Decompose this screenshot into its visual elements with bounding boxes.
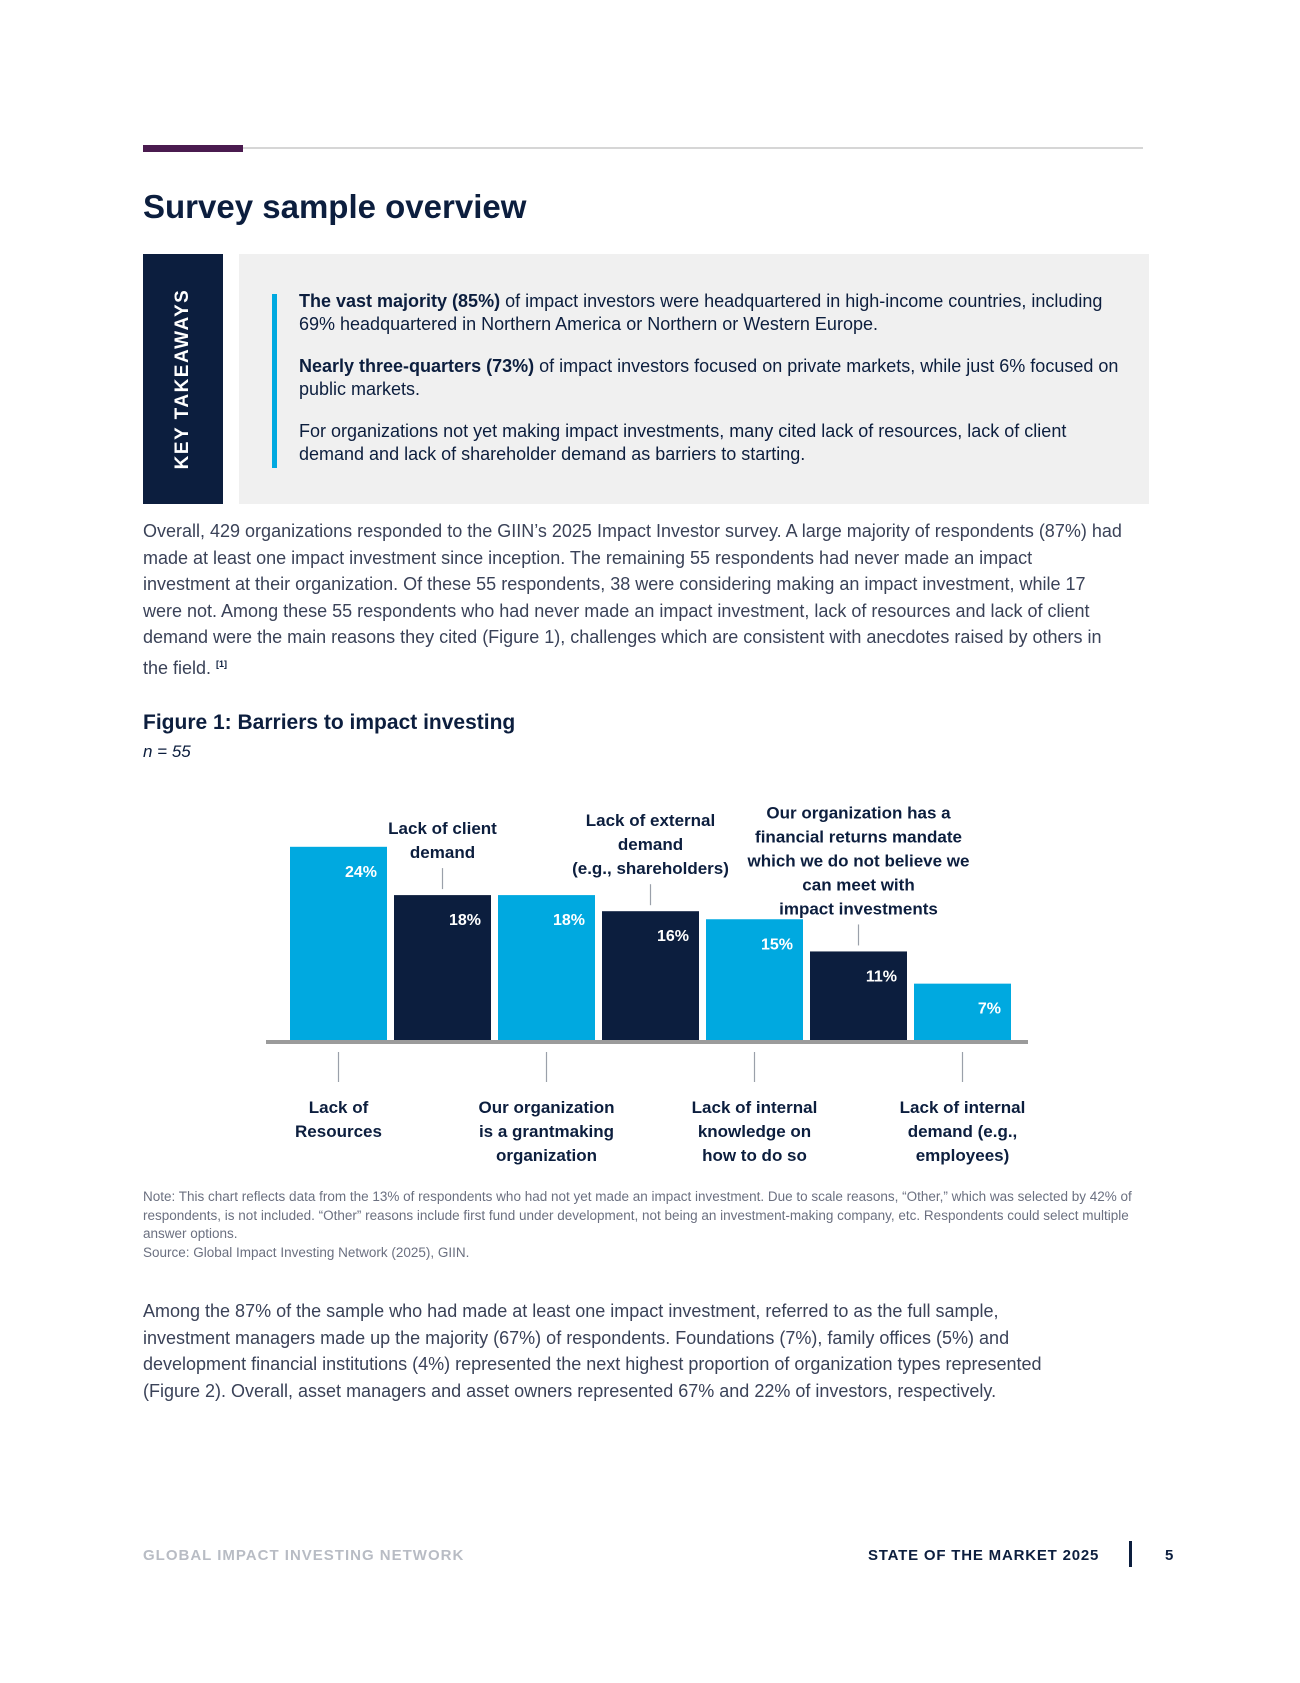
category-label-2: Lack of client	[388, 819, 497, 838]
value-label-2: 18%	[449, 912, 481, 929]
key-takeaways-sidebar: KEY TAKEAWAYS	[143, 254, 223, 504]
category-label-2: demand	[410, 843, 475, 862]
category-label-5: how to do so	[702, 1146, 807, 1165]
body-paragraph: Among the 87% of the sample who had made…	[143, 1301, 1042, 1401]
takeaway-lead: Nearly three-quarters (73%)	[299, 356, 535, 376]
bar-5	[706, 919, 803, 1040]
category-label-1: Resources	[295, 1122, 382, 1141]
category-label-4: demand	[618, 835, 683, 854]
category-label-4: Lack of external	[586, 811, 715, 830]
category-label-6: which we do not believe we	[747, 851, 970, 870]
figure-title: Figure 1: Barriers to impact investing	[143, 711, 516, 734]
takeaway-item: For organizations not yet making impact …	[299, 420, 1119, 466]
category-label-6: Our organization has a	[766, 803, 951, 822]
category-label-5: knowledge on	[698, 1122, 811, 1141]
value-label-7: 7%	[978, 1001, 1001, 1018]
note-source: Source: Global Impact Investing Network …	[143, 1244, 470, 1260]
key-takeaways-accent-bar	[272, 294, 277, 468]
intro-paragraph: Overall, 429 organizations responded to …	[143, 518, 1123, 681]
takeaway-text: of impact investors were headquartered i…	[299, 291, 1103, 334]
category-label-6: impact investments	[779, 899, 938, 918]
bar-7	[914, 983, 1011, 1040]
value-label-5: 15%	[761, 936, 793, 953]
bar-3	[498, 895, 595, 1040]
footer-separator	[1129, 1541, 1132, 1567]
figure-sample-size: n = 55	[143, 742, 191, 761]
category-label-3: organization	[496, 1146, 597, 1165]
footer-org: GLOBAL IMPACT INVESTING NETWORK	[143, 1547, 465, 1564]
key-takeaways-list: The vast majority (85%) of impact invest…	[299, 290, 1119, 485]
category-label-3: Our organization	[479, 1098, 615, 1117]
bar-4	[602, 911, 699, 1040]
category-label-7: Lack of internal	[900, 1098, 1026, 1117]
top-rule	[143, 147, 1143, 149]
bar-1	[290, 846, 387, 1040]
category-label-6: can meet with	[802, 875, 914, 894]
intro-text: Overall, 429 organizations responded to …	[143, 521, 1122, 678]
value-label-6: 11%	[866, 968, 897, 985]
top-rule-accent	[143, 145, 243, 152]
category-label-3: is a grantmaking	[479, 1122, 614, 1141]
takeaway-text: For organizations not yet making impact …	[299, 421, 1067, 464]
value-label-3: 18%	[553, 912, 585, 929]
category-label-4: (e.g., shareholders)	[572, 859, 729, 878]
takeaway-text: of impact investors focused on private m…	[299, 356, 1119, 399]
section-title: Survey sample overview	[143, 188, 527, 225]
category-label-7: employees)	[916, 1146, 1010, 1165]
figure-note: Note: This chart reflects data from the …	[143, 1188, 1133, 1262]
category-label-7: demand (e.g.,	[908, 1122, 1018, 1141]
page-number: 5	[1165, 1547, 1174, 1564]
takeaway-item: The vast majority (85%) of impact invest…	[299, 290, 1119, 336]
value-label-4: 16%	[657, 928, 689, 945]
category-label-1: Lack of	[309, 1098, 369, 1117]
category-label-5: Lack of internal	[692, 1098, 818, 1117]
takeaway-lead: The vast majority (85%)	[299, 291, 501, 311]
takeaway-item: Nearly three-quarters (73%) of impact in…	[299, 355, 1119, 401]
note-text: Note: This chart reflects data from the …	[143, 1189, 1132, 1241]
key-takeaways-content: The vast majority (85%) of impact invest…	[239, 254, 1149, 504]
footnote-ref[interactable]: [1]	[216, 658, 228, 669]
bar-2	[394, 895, 491, 1040]
footer-report-title: STATE OF THE MARKET 2025	[868, 1547, 1100, 1564]
value-label-1: 24%	[345, 864, 377, 881]
key-takeaways-box: KEY TAKEAWAYS The vast majority (85%) of…	[143, 254, 1149, 504]
category-label-6: financial returns mandate	[755, 827, 962, 846]
bar-6	[810, 951, 907, 1040]
